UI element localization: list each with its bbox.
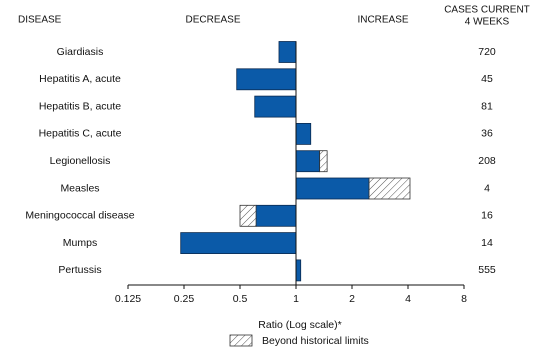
header-disease: DISEASE xyxy=(18,15,62,26)
x-tick-label: 0.25 xyxy=(174,293,195,305)
category-label: Hepatitis C, acute xyxy=(39,128,122,140)
bar xyxy=(180,232,297,255)
cases-value: 720 xyxy=(478,46,496,58)
cases-value: 4 xyxy=(484,182,490,194)
x-tick-label: 8 xyxy=(461,293,467,305)
bar xyxy=(295,150,321,173)
category-label: Measles xyxy=(60,182,99,194)
header-increase: INCREASE xyxy=(357,15,408,26)
cases-value: 16 xyxy=(481,210,493,222)
x-tick-label: 1 xyxy=(293,293,299,305)
category-label: Pertussis xyxy=(58,264,101,276)
category-label: Meningococcal disease xyxy=(25,210,134,222)
cases-value: 555 xyxy=(478,264,496,276)
bar xyxy=(255,204,297,227)
x-tick-label: 0.5 xyxy=(233,293,248,305)
bar-beyond-limit xyxy=(319,150,328,173)
cases-value: 36 xyxy=(481,128,493,140)
header-cases: 4 WEEKS xyxy=(465,17,510,28)
cases-value: 45 xyxy=(481,73,493,85)
cases-value: 208 xyxy=(478,155,496,167)
x-tick-label: 4 xyxy=(405,293,411,305)
category-label: Legionellosis xyxy=(50,155,111,167)
category-label: Giardiasis xyxy=(57,46,104,58)
legend-swatch xyxy=(229,334,253,347)
bar xyxy=(254,95,297,118)
bar xyxy=(295,259,302,282)
x-tick-label: 2 xyxy=(349,293,355,305)
bar xyxy=(236,68,297,91)
category-label: Mumps xyxy=(63,237,97,249)
legend-label: Beyond historical limits xyxy=(262,335,369,347)
cases-value: 14 xyxy=(481,237,493,249)
cases-value: 81 xyxy=(481,100,493,112)
bar xyxy=(295,123,312,145)
category-label: Hepatitis B, acute xyxy=(39,100,121,112)
header-decrease: DECREASE xyxy=(185,15,240,26)
header-cases: CASES CURRENT xyxy=(444,5,530,16)
bar-beyond-limit xyxy=(239,204,257,227)
x-tick-label: 0.125 xyxy=(115,293,141,305)
category-label: Hepatitis A, acute xyxy=(39,73,121,85)
bar xyxy=(295,177,370,200)
bar-beyond-limit xyxy=(368,177,411,200)
x-axis-title: Ratio (Log scale)* xyxy=(258,319,341,331)
bar xyxy=(278,41,297,63)
